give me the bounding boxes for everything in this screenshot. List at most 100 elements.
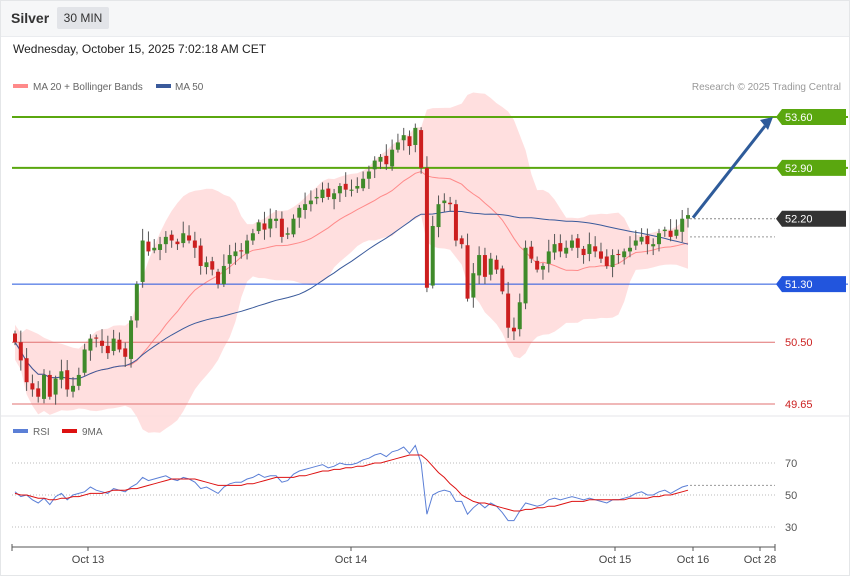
candle-body	[517, 302, 522, 330]
candle-body	[158, 244, 163, 250]
candle-body	[314, 196, 319, 199]
candle-body	[546, 251, 551, 264]
legend-rsi-swatch	[13, 429, 28, 433]
level-label-53.60: 53.60	[785, 112, 813, 124]
candle-body	[42, 374, 47, 399]
candle-body	[181, 233, 186, 244]
candle-body	[268, 218, 273, 229]
candle-body	[471, 273, 476, 298]
candle-body	[610, 255, 615, 268]
level-label-49.65: 49.65	[785, 399, 813, 411]
candle-body	[686, 215, 690, 219]
candle-body	[250, 233, 255, 241]
candle-body	[598, 251, 603, 259]
candle-body	[361, 178, 366, 189]
candle-body	[558, 243, 563, 252]
legend-ma50-label: MA 50	[175, 82, 204, 93]
level-tag-52.20	[776, 210, 846, 227]
candle-body	[482, 255, 487, 277]
candle-body	[279, 218, 284, 237]
candle-body	[436, 204, 441, 228]
candle-body	[320, 189, 325, 199]
candle-body	[65, 370, 70, 390]
candle-body	[459, 238, 464, 245]
candle-body	[140, 240, 145, 282]
candle-body	[384, 155, 389, 165]
candle-body	[372, 160, 377, 170]
level-label-52.20: 52.20	[785, 214, 813, 226]
bollinger-band	[15, 92, 688, 433]
candle-body	[24, 358, 29, 383]
candle-body	[407, 136, 412, 147]
candle-body	[477, 255, 482, 276]
candle-body	[511, 327, 516, 332]
candle-body	[337, 186, 342, 194]
legend-ma20-label: MA 20 + Bollinger Bands	[33, 82, 143, 93]
datetime-label: Wednesday, October 15, 2025 7:02:18 AM C…	[13, 42, 267, 56]
legend-ma20-swatch	[13, 84, 28, 88]
projection-arrow-shaft	[691, 125, 767, 219]
candle-body	[593, 246, 598, 252]
candle-body	[169, 234, 174, 241]
candle-body	[639, 236, 644, 242]
candle-body	[419, 130, 424, 168]
candle-body	[656, 233, 661, 245]
candle-body	[627, 247, 632, 252]
candle-body	[604, 256, 609, 266]
candle-body	[297, 207, 302, 218]
candle-body	[378, 156, 383, 162]
candle-body	[366, 171, 371, 179]
x-tick-label: Oct 14	[335, 554, 367, 566]
legend-9ma-swatch	[62, 429, 77, 433]
candle-body	[291, 218, 296, 235]
candle-body	[100, 340, 105, 346]
candle-body	[18, 342, 23, 361]
candle-body	[285, 233, 290, 235]
x-tick-label: Oct 16	[677, 554, 709, 566]
candle-body	[488, 258, 493, 275]
projection-arrow-head	[760, 117, 773, 130]
top-bar: Silver 30 MIN	[0, 0, 850, 37]
candle-body	[674, 229, 679, 236]
candle-body	[616, 253, 621, 256]
candle-body	[163, 236, 168, 245]
timeframe-button[interactable]: 30 MIN	[57, 7, 109, 29]
candle-body	[395, 142, 400, 150]
candle-body	[105, 345, 110, 354]
candle-body	[76, 374, 81, 386]
candle-body	[210, 261, 215, 270]
rsi-tick-30: 30	[785, 522, 797, 534]
candle-body	[227, 255, 232, 264]
candle-body	[59, 371, 64, 380]
candle-body	[53, 378, 58, 395]
legend-9ma-label: 9MA	[82, 427, 103, 438]
candle-body	[564, 247, 569, 254]
candle-body	[401, 135, 406, 141]
rsi-tick-70: 70	[785, 458, 797, 470]
candle-body	[239, 250, 244, 252]
x-tick-label: Oct 28	[744, 554, 776, 566]
candle-body	[332, 193, 337, 200]
candles-group	[13, 123, 690, 405]
candle-body	[216, 271, 221, 285]
candle-body	[308, 200, 313, 205]
candle-body	[117, 339, 122, 350]
candle-body	[198, 245, 203, 266]
candle-body	[303, 204, 308, 211]
candle-body	[256, 222, 261, 232]
candle-body	[134, 284, 139, 321]
candle-body	[494, 259, 499, 270]
candle-body	[233, 251, 238, 257]
candle-body	[680, 218, 685, 232]
candle-body	[424, 167, 429, 288]
candle-body	[262, 223, 267, 230]
candle-body	[94, 337, 99, 339]
candle-body	[540, 265, 545, 270]
candle-body	[355, 186, 360, 189]
candle-body	[111, 338, 116, 351]
level-tag-51.30	[776, 276, 846, 293]
candle-body	[274, 218, 279, 221]
candle-body	[71, 385, 76, 392]
candle-body	[575, 238, 580, 248]
